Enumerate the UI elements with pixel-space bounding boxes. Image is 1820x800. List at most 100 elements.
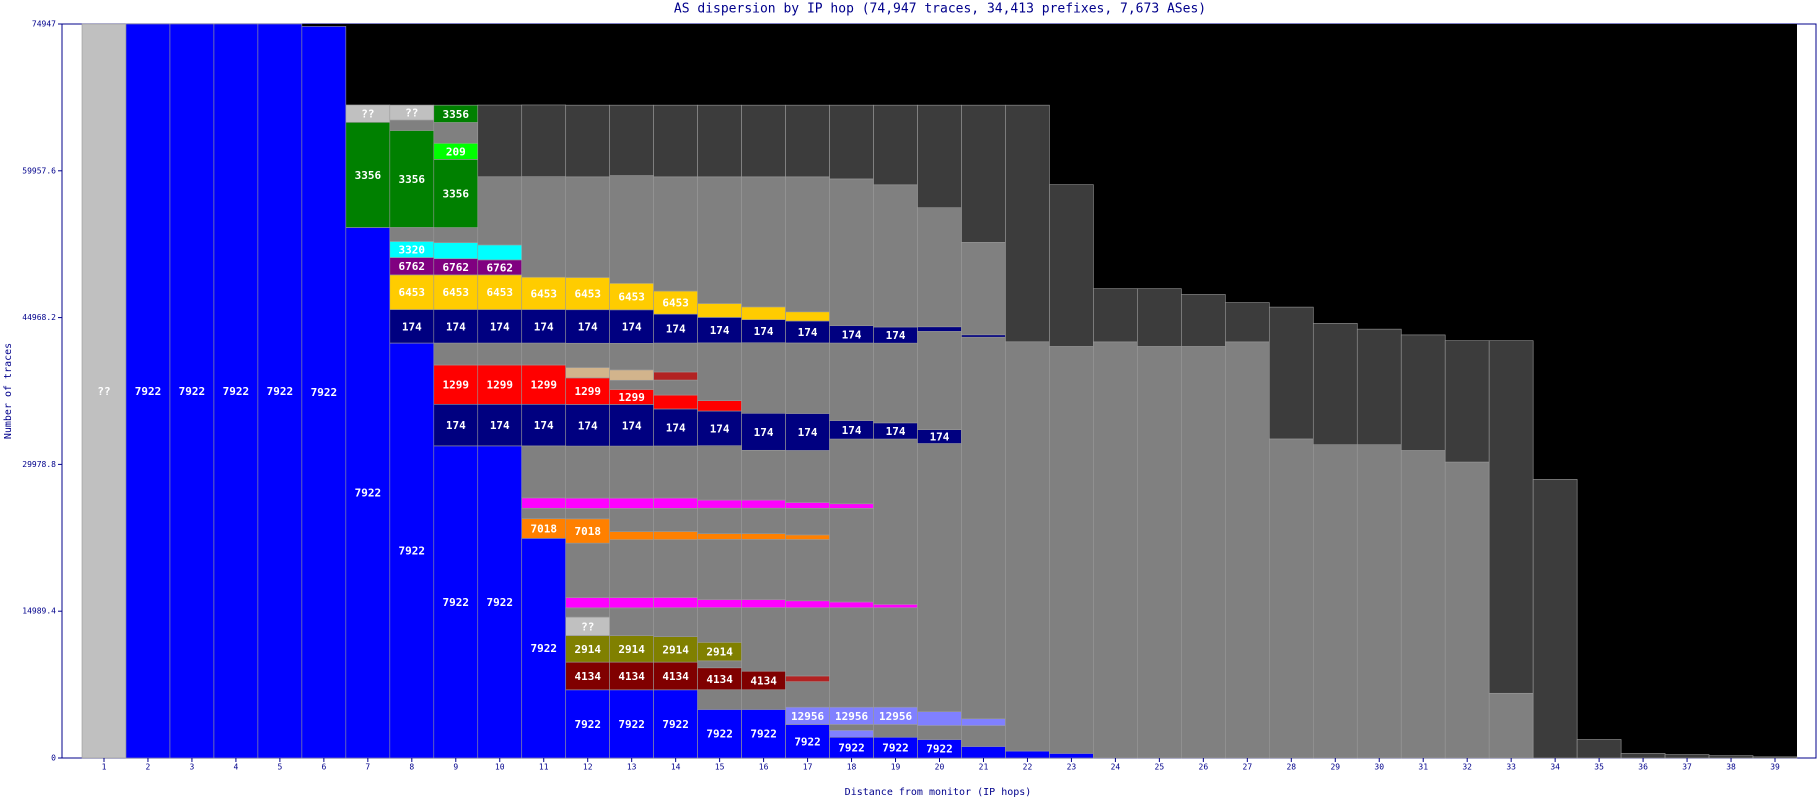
bar-segment [521, 507, 567, 519]
bar-segment [961, 104, 1006, 243]
x-tick-label: 19 [891, 763, 901, 772]
bar-segment [477, 364, 523, 405]
segment-label: 2914 [662, 643, 689, 656]
bar-segment [433, 445, 479, 759]
bar-segment [521, 104, 567, 177]
x-tick-label: 2 [146, 763, 151, 772]
bar-segment [785, 342, 830, 414]
x-tick-label: 37 [1682, 763, 1692, 772]
segment-label: 7018 [574, 525, 601, 538]
bar-segment [873, 342, 918, 424]
segment-label: 174 [666, 323, 686, 336]
bar-segment [741, 499, 786, 509]
x-tick-label: 39 [1770, 763, 1780, 772]
bar-segment [829, 508, 874, 603]
bar-segment [697, 660, 742, 669]
segment-label: 7922 [135, 385, 162, 398]
bar-segment [741, 104, 786, 178]
bar-segment [785, 724, 830, 759]
bar-segment [609, 175, 654, 284]
x-tick-label: 3 [190, 763, 195, 772]
bar-segment [1312, 323, 1358, 446]
x-tick-label: 32 [1462, 763, 1472, 772]
bar-segment [1356, 328, 1402, 446]
bar-segment [565, 367, 610, 379]
segment-label: 7922 [618, 718, 645, 731]
bar-segment [829, 438, 874, 505]
segment-label: 209 [446, 145, 466, 158]
bar-segment [521, 538, 567, 759]
bar-segment [653, 497, 698, 509]
segment-label: 4134 [662, 670, 689, 683]
bar-segment [1093, 341, 1138, 759]
bar-segment [609, 343, 654, 371]
bar-segment [829, 601, 874, 609]
bar-segment [653, 379, 698, 396]
bar-segment [521, 342, 567, 366]
bar-segment [609, 404, 654, 447]
bar-segment [1005, 104, 1050, 343]
bar-segment [477, 176, 523, 246]
bar-segment [961, 718, 1006, 726]
bar-segment [653, 445, 698, 499]
bar-segment [785, 502, 830, 509]
bar-segment [433, 309, 479, 344]
bar-segment [917, 326, 962, 332]
segment-label: 174 [710, 422, 730, 435]
segment-label: 6762 [443, 261, 470, 274]
x-tick-label: 22 [1023, 763, 1033, 772]
bar-segment [1400, 334, 1446, 451]
bar-segment [785, 534, 830, 540]
bar-segment [653, 408, 698, 447]
segment-label: ?? [97, 385, 110, 398]
segment-label: 1299 [443, 379, 470, 392]
bar-segment [477, 274, 523, 310]
bar-segment [829, 729, 874, 738]
x-tick-label: 11 [539, 763, 549, 772]
bar-segment [785, 104, 830, 178]
x-axis-label: Distance from monitor (IP hops) [845, 787, 1032, 798]
segment-label: 4134 [618, 670, 645, 683]
bar-segment [301, 26, 347, 759]
segment-label: 12956 [791, 710, 824, 723]
x-tick-label: 28 [1286, 763, 1296, 772]
bar-segment [741, 176, 786, 308]
bar-segment [565, 635, 610, 663]
bar-segment [609, 539, 654, 598]
segment-label: 6453 [487, 286, 514, 299]
bar-segment [653, 539, 698, 598]
bar-segment [873, 438, 918, 605]
x-tick-label: 20 [935, 763, 945, 772]
bar-segment [1049, 753, 1094, 759]
segment-label: 174 [754, 325, 774, 338]
segment-label: 2914 [618, 643, 645, 656]
bar-segment [917, 104, 962, 208]
x-tick-label: 36 [1638, 763, 1648, 772]
bar-segment [873, 104, 918, 186]
bar-segment [1708, 755, 1754, 759]
segment-label: 6453 [399, 286, 426, 299]
bar-segment [697, 599, 742, 608]
y-tick-label: 74947 [32, 20, 56, 29]
bar-segment [741, 689, 786, 710]
bar-segment [697, 342, 742, 401]
segment-label: 12956 [879, 710, 912, 723]
y-tick-label: 29978.8 [22, 460, 56, 469]
bar-segment [1488, 340, 1534, 694]
x-tick-label: 14 [671, 763, 681, 772]
bar-segment [609, 497, 654, 509]
bar-segment [389, 274, 435, 310]
segment-label: ?? [361, 108, 374, 121]
segment-label: 3356 [355, 169, 382, 182]
bar-segment [1312, 444, 1358, 759]
segment-label: 4134 [750, 674, 777, 687]
bar-segment [829, 503, 874, 509]
bar-segment [829, 724, 874, 731]
segment-label: 12956 [835, 710, 868, 723]
bar-segment [829, 104, 874, 180]
segment-label: 7922 [443, 596, 470, 609]
x-tick-label: 15 [715, 763, 725, 772]
bar-segment [785, 176, 830, 313]
bar-segment [697, 539, 742, 600]
